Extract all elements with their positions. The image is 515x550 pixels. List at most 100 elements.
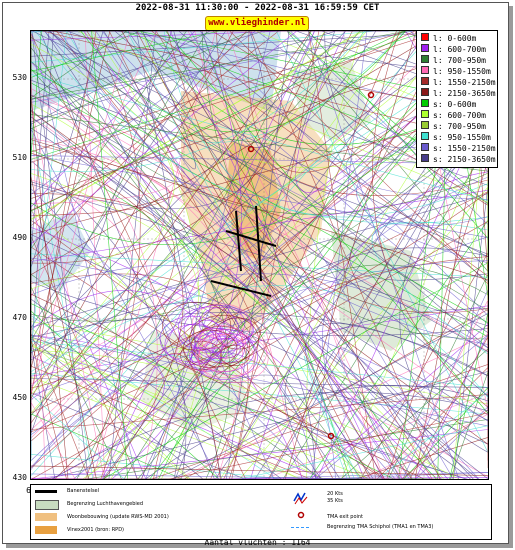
legend-item: s: 2150-3650m	[421, 154, 496, 165]
flight-track	[31, 303, 395, 479]
flight-track	[31, 376, 302, 479]
flight-track	[31, 260, 488, 468]
flight-track	[31, 53, 488, 352]
flight-track	[31, 31, 226, 328]
tma-boundary-label: Begrenzing TMA Schiphol (TMA1 en TMA3)	[327, 524, 434, 530]
flight-track	[305, 31, 364, 479]
flight-track	[357, 390, 413, 479]
flight-track	[194, 328, 238, 359]
flight-track	[308, 31, 488, 239]
flight-track	[31, 454, 285, 479]
flight-track	[31, 31, 140, 78]
flight-track	[31, 221, 488, 479]
flight-track	[31, 43, 175, 290]
legend-swatch	[421, 110, 429, 118]
flight-track	[31, 31, 137, 479]
flight-track	[201, 31, 488, 340]
y-tick-470: 470	[12, 313, 27, 322]
flight-track	[31, 110, 488, 445]
flight-track	[31, 31, 368, 414]
legend-swatch	[421, 99, 429, 107]
flight-track	[197, 338, 255, 379]
flight-track	[86, 31, 455, 479]
flight-track	[114, 31, 488, 349]
flight-track	[31, 273, 322, 479]
flight-track	[223, 31, 447, 479]
flight-track	[31, 191, 488, 433]
flight-track	[355, 437, 488, 479]
flight-track	[372, 31, 488, 408]
runway-label: Banenstelsel	[67, 488, 100, 494]
vinex-label: Vinex2001 (bron: RPD)	[67, 527, 124, 533]
flight-track	[101, 31, 488, 227]
legend-item: l: 600-700m	[421, 44, 486, 55]
flight-track	[51, 31, 488, 114]
flight-track	[223, 472, 488, 479]
wind-35-label: 35 Kts	[327, 498, 343, 504]
flight-track	[121, 31, 385, 479]
y-tick-430: 430	[12, 473, 27, 482]
flight-track	[310, 324, 488, 479]
flight-track	[287, 31, 488, 205]
flight-track	[102, 31, 429, 479]
flight-track	[31, 31, 408, 100]
flight-track	[31, 188, 319, 479]
flight-track	[31, 103, 204, 479]
flight-track	[49, 31, 474, 479]
flight-track	[31, 31, 366, 172]
legend-item: s: 1550-2150m	[421, 143, 496, 154]
flight-track	[77, 31, 488, 203]
legend-item: s: 950-1550m	[421, 132, 491, 143]
flight-track	[31, 31, 406, 153]
flight-track	[31, 116, 158, 479]
flight-track	[31, 31, 416, 211]
flight-track	[92, 31, 216, 479]
flight-track	[31, 31, 256, 195]
flight-track	[31, 155, 488, 165]
legend-swatch	[421, 143, 429, 151]
flight-track	[102, 262, 488, 479]
legend-swatch	[421, 121, 429, 129]
flight-track	[31, 120, 94, 479]
airport-boundary-swatch	[35, 500, 59, 510]
flight-track	[31, 31, 326, 392]
flight-track	[44, 31, 341, 479]
flight-track	[401, 409, 488, 479]
flight-track	[31, 37, 488, 312]
flight-track	[31, 312, 488, 376]
flight-track	[388, 273, 488, 479]
legend-label: s: 2150-3650m	[433, 155, 496, 164]
housing-label: Woonbebouwing (update RWS-MD 2001)	[67, 514, 169, 520]
legend-item: s: 600-700m	[421, 110, 486, 121]
flight-track	[108, 31, 156, 479]
flight-track	[31, 31, 414, 103]
flight-track	[177, 306, 239, 350]
flight-track	[201, 31, 351, 479]
flight-track	[282, 144, 488, 479]
flight-track	[69, 31, 275, 479]
flight-track	[31, 31, 67, 350]
flight-track	[415, 406, 488, 479]
flight-track	[284, 308, 488, 479]
y-tick-510: 510	[12, 153, 27, 162]
flight-track	[31, 74, 488, 201]
flight-track	[31, 31, 131, 393]
flight-track	[31, 290, 303, 479]
legend-label: l: 700-950m	[433, 56, 486, 65]
flight-track	[31, 31, 429, 160]
flight-track	[31, 31, 477, 361]
flight-track	[31, 31, 473, 395]
flight-track	[415, 333, 488, 479]
flight-track	[309, 219, 488, 479]
site-badge[interactable]: www.vlieghinder.nl	[205, 16, 309, 31]
flight-track	[31, 31, 251, 130]
flight-track	[31, 61, 231, 479]
flight-track	[145, 31, 315, 479]
flight-track	[189, 347, 212, 364]
legend-item: l: 1550-2150m	[421, 77, 496, 88]
flight-track	[31, 337, 324, 479]
flight-track	[256, 31, 488, 204]
flight-track	[284, 31, 417, 479]
legend-item: l: 2150-3650m	[421, 88, 496, 99]
flight-track	[31, 95, 69, 479]
